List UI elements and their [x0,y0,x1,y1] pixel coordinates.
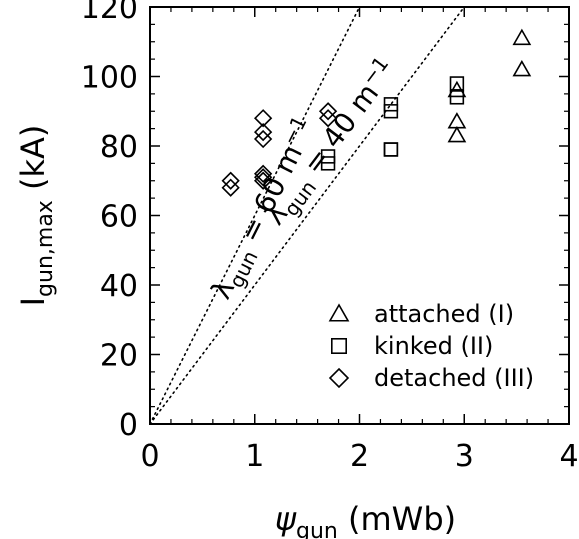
square-marker [449,90,465,105]
plot-frame [149,6,570,425]
y-tick-label: 100 [81,61,138,96]
x-tick-label: 2 [350,439,369,474]
square-marker [383,104,399,119]
x-tick-label: 3 [455,439,474,474]
y-tick-label: 20 [100,339,138,374]
x-tick-label: 0 [140,439,159,474]
legend: attached (I) kinked (II) detached (III) [328,300,534,392]
diamond-marker [253,122,273,142]
axis-ticks [149,6,570,425]
diamond-marker [253,171,273,190]
legend-label: kinked (II) [374,332,493,360]
x-axis-symbol: ψ [275,500,297,538]
square-marker [383,142,399,157]
legend-triangle-marker [328,303,350,322]
diamond-marker [221,178,240,197]
triangle-marker [447,112,467,129]
reference-line [150,7,466,424]
triangle-marker [512,59,532,77]
x-tick-label: 1 [245,439,264,474]
axis-labels: ψgun (mWb) Igun,max (kA) [14,125,456,539]
triangle-marker [512,28,532,46]
diamond-marker [253,164,273,183]
y-axis-symbol: I [14,297,52,306]
y-tick-label: 120 [81,0,138,26]
square-marker [383,142,399,157]
y-axis-subscript: gun,max [33,200,58,297]
legend-label: detached (III) [374,364,534,392]
x-axis-subscript: gun [296,519,338,539]
square-marker [320,156,336,171]
y-tick-label: 0 [119,408,138,443]
y-axis-unit: (kA) [14,125,52,201]
x-axis-label: ψgun (mWb) [275,500,456,539]
diamond-marker [318,102,338,121]
data-markers [221,28,532,197]
y-axis-label: Igun,max (kA) [14,125,58,307]
legend-square-marker [330,337,347,354]
y-tick-label: 60 [100,200,138,235]
y-tick-label: 80 [100,130,138,165]
diamond-marker [253,129,273,149]
legend-label: attached (I) [374,300,514,328]
triangle-marker [447,125,467,143]
legend-diamond-marker [328,367,350,389]
x-tick-label: 4 [559,439,578,474]
square-marker [449,76,465,91]
diamond-marker [318,109,338,128]
reference-line [150,7,361,424]
diamond-marker [253,168,273,187]
y-tick-label: 40 [100,269,138,304]
diamond-marker [253,109,273,128]
x-axis-unit: (mWb) [338,500,456,538]
diamond-marker [221,171,240,190]
